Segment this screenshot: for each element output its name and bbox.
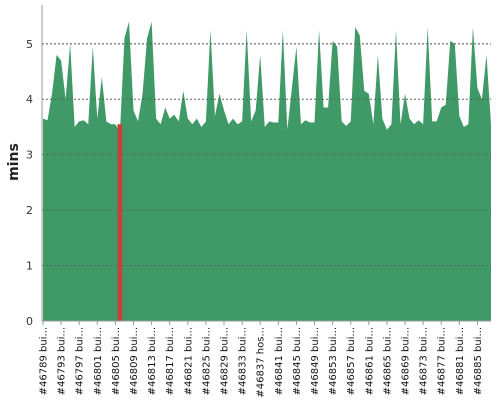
x-tick-label: #46865 bui... xyxy=(382,327,393,395)
x-tick-label: #46845 bui... xyxy=(292,327,303,395)
x-tick-label: #46805 bui... xyxy=(111,327,122,395)
x-tick-label: #46821 bui... xyxy=(183,327,194,395)
x-tick-label: #46881 bui... xyxy=(455,327,466,395)
x-tick-label: #46825 bui... xyxy=(201,327,212,395)
x-tick-label: #46797 bui... xyxy=(75,327,86,395)
x-tick-label: #46789 bui... xyxy=(39,327,50,395)
x-tick-label: #46853 bui... xyxy=(328,327,339,395)
y-tick-label: 2 xyxy=(26,204,33,217)
y-axis-label: mins xyxy=(6,143,22,181)
grid-lines-overlay xyxy=(42,43,491,266)
x-tick-label: #46809 bui... xyxy=(129,327,140,395)
y-axis-ticks: 0 1 2 3 4 5 xyxy=(26,38,33,328)
y-tick-label: 0 xyxy=(26,315,33,328)
x-tick-label: #46793 bui... xyxy=(57,327,68,395)
y-tick-label: 3 xyxy=(26,149,33,162)
x-tick-label: #46849 bui... xyxy=(310,327,321,395)
x-axis-ticks: #46789 bui... #46793 bui... #46797 bui... #… xyxy=(39,321,484,398)
x-tick-label: #46861 bui... xyxy=(364,327,375,395)
highlighted-build-bar[interactable] xyxy=(117,124,123,321)
x-tick-label: #46833 bui... xyxy=(238,327,249,395)
x-tick-label: #46801 bui... xyxy=(93,327,104,395)
x-tick-label: #46837 hos... xyxy=(256,327,267,398)
x-tick-label: #46829 bui... xyxy=(220,327,231,395)
x-tick-label: #46857 bui... xyxy=(346,327,357,395)
y-tick-label: 1 xyxy=(26,260,33,273)
duration-area-series xyxy=(43,21,491,321)
y-tick-label: 5 xyxy=(26,38,33,51)
x-tick-label: #46877 bui... xyxy=(437,327,448,395)
x-tick-label: #46885 bui... xyxy=(473,327,484,395)
x-tick-label: #46873 bui... xyxy=(419,327,430,395)
x-tick-label: #46813 bui... xyxy=(147,327,158,395)
x-tick-label: #46869 bui... xyxy=(401,327,412,395)
x-tick-label: #46817 bui... xyxy=(165,327,176,395)
x-tick-label: #46841 bui... xyxy=(274,327,285,395)
y-tick-label: 4 xyxy=(26,93,33,106)
